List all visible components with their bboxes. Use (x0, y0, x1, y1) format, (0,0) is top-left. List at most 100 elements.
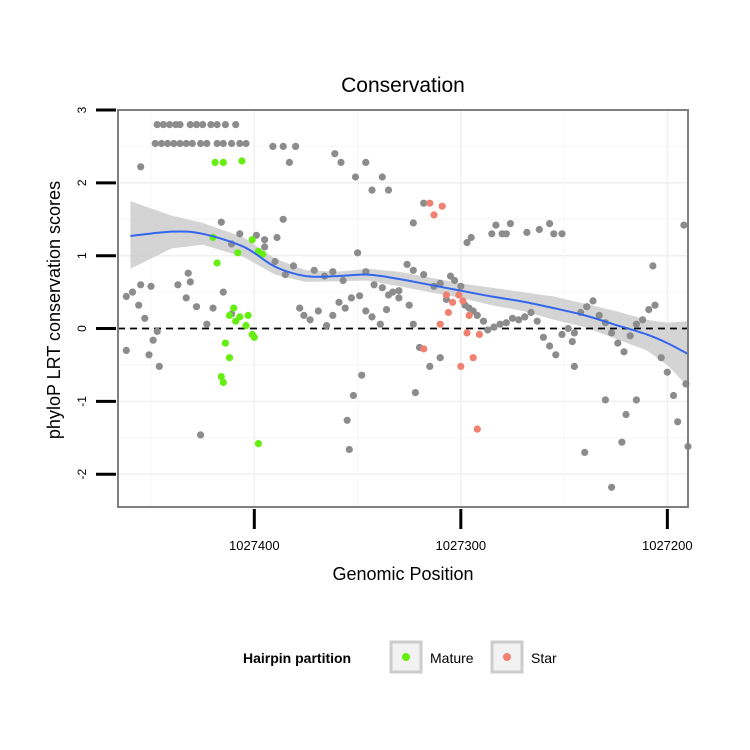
point-other (451, 276, 459, 285)
legend-title: Hairpin partition (243, 650, 351, 666)
point-other (335, 298, 343, 306)
point-other (568, 338, 576, 346)
point-other (228, 139, 236, 148)
point-star (469, 354, 477, 362)
point-other (384, 291, 393, 299)
point-other (558, 230, 566, 238)
point-other (523, 228, 531, 236)
point-other (527, 308, 535, 317)
point-other (632, 396, 641, 404)
point-other (147, 282, 155, 290)
point-other (552, 351, 560, 359)
point-other (306, 316, 314, 324)
point-other (378, 284, 386, 292)
point-other (137, 163, 145, 171)
point-other (492, 221, 500, 229)
point-other (192, 121, 201, 129)
point-other (153, 327, 161, 335)
point-other (122, 346, 130, 354)
x-tick-label: 1027200 (642, 538, 693, 553)
point-other (473, 311, 481, 319)
point-star (444, 308, 452, 317)
point-star (430, 211, 438, 219)
y-tick-label: 3 (75, 106, 89, 113)
point-other (219, 288, 227, 296)
point-star (463, 329, 471, 337)
point-other (174, 281, 182, 289)
point-other (581, 448, 589, 456)
point-star (465, 311, 473, 319)
point-other (570, 329, 579, 337)
point-star (475, 330, 483, 338)
x-axis-label: Genomic Position (332, 564, 473, 584)
point-other (273, 233, 281, 242)
point-other (199, 121, 207, 129)
point-other (620, 348, 628, 356)
point-other (300, 311, 308, 319)
point-other (236, 230, 244, 238)
point-other (436, 279, 444, 287)
point-other (618, 438, 626, 446)
point-other (203, 320, 211, 328)
point-star (449, 298, 457, 306)
panel-border (117, 109, 689, 508)
point-other (651, 301, 659, 309)
point-mature (232, 317, 240, 325)
point-other (368, 313, 376, 321)
y-tick-label: -2 (75, 469, 89, 480)
point-other (232, 121, 240, 129)
point-star (442, 291, 450, 299)
point-star (459, 297, 467, 305)
y-tick-label: 2 (75, 179, 89, 186)
point-other (192, 303, 201, 311)
legend-dot-star (503, 653, 511, 661)
point-mature (221, 339, 229, 347)
point-other (331, 150, 339, 158)
point-other (314, 307, 322, 315)
point-other (639, 316, 647, 324)
point-other (271, 257, 279, 266)
smooth-line (130, 230, 689, 355)
point-other (496, 320, 504, 328)
point-other (467, 233, 475, 242)
point-other (186, 278, 194, 286)
point-other (378, 173, 386, 181)
point-other (292, 142, 300, 150)
point-other (339, 276, 347, 285)
point-other (351, 173, 360, 181)
point-other (128, 288, 137, 296)
point-mature (248, 236, 256, 244)
point-mature (211, 158, 219, 166)
point-other (405, 301, 413, 309)
point-other (601, 396, 610, 404)
point-mature (254, 440, 262, 448)
point-mature (244, 311, 252, 319)
point-other (546, 342, 554, 350)
y-tick-label: 1 (75, 252, 89, 259)
point-other (370, 281, 378, 289)
point-other (376, 320, 384, 328)
point-other (521, 313, 529, 321)
point-other (484, 326, 492, 334)
point-other (221, 121, 229, 129)
x-tick-label: 1027300 (435, 538, 486, 553)
point-other (403, 260, 411, 268)
point-other (310, 266, 318, 274)
point-other (570, 362, 579, 370)
point-other (546, 220, 554, 228)
point-other (188, 139, 196, 148)
point-other (436, 354, 444, 362)
point-other (498, 230, 506, 238)
point-other (457, 282, 465, 290)
point-other (219, 139, 227, 148)
smooth-trend-line (130, 230, 689, 355)
point-other (184, 269, 192, 277)
point-other (564, 324, 572, 333)
point-other (281, 271, 289, 279)
legend-label-mature: Mature (430, 650, 474, 666)
point-other (384, 186, 393, 194)
y-tick-label: -1 (75, 396, 89, 407)
point-other (368, 186, 376, 194)
point-other (151, 139, 159, 148)
point-other (296, 304, 304, 312)
